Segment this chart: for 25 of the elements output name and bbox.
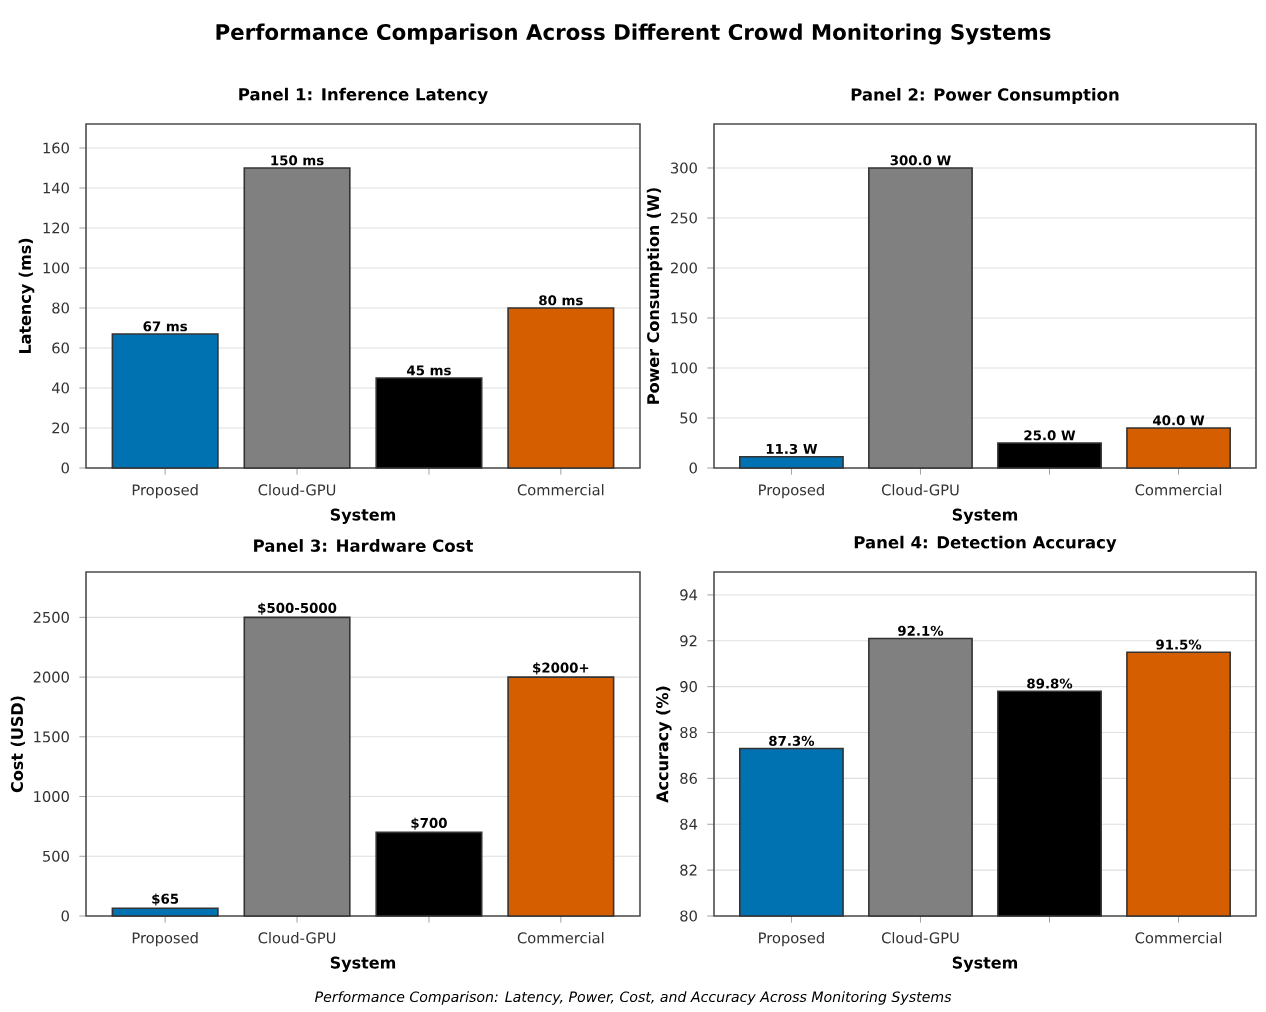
bar [1126, 427, 1231, 469]
bar [868, 167, 973, 469]
chart-title: Panel 3: Hardware Cost [254, 539, 474, 552]
text: Performance Comparison Across Different Crowd Monitoring Systems [216, 23, 1051, 45]
y-axis-title: Cost (USD) [10, 696, 25, 793]
bar [507, 676, 615, 917]
x-axis-title: System [330, 508, 396, 524]
chart-title: Panel 2: Power Consumption [851, 87, 1119, 104]
bar [997, 442, 1102, 469]
x-axis-title: System [952, 956, 1018, 972]
x-axis-title: System [952, 508, 1018, 524]
bar [507, 307, 615, 469]
chart-title: Panel 1: Inference Latency [239, 87, 488, 104]
bar [375, 377, 483, 469]
chart-title: Panel 4: Detection Accuracy [854, 535, 1117, 552]
bar [243, 167, 351, 469]
bar [111, 333, 219, 469]
bar [243, 616, 351, 917]
y-axis-title: Power Consumption (W) [646, 188, 663, 404]
x-axis-title: System [330, 956, 396, 972]
bar [111, 907, 219, 917]
y-axis-title: Latency (ms) [18, 238, 35, 354]
bar [375, 831, 483, 917]
y-axis-title: Accuracy (%) [655, 686, 672, 803]
bar [739, 455, 844, 469]
